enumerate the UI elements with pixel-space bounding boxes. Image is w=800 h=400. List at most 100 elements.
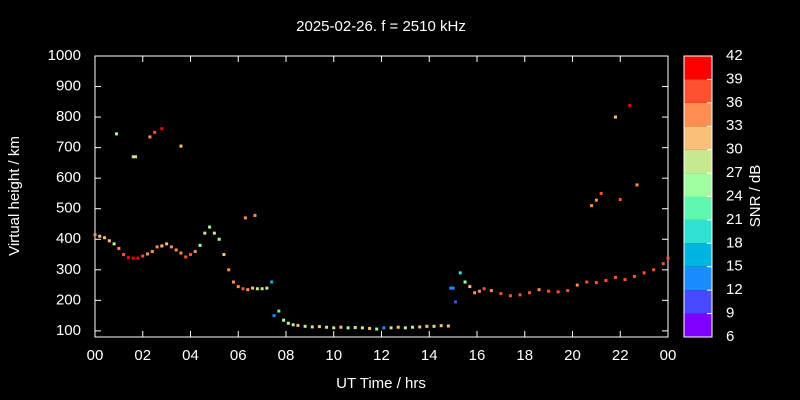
- point: [446, 324, 450, 328]
- point: [432, 324, 436, 328]
- colorbar-band: [684, 313, 712, 337]
- point: [236, 285, 240, 289]
- x-tick-label: 22: [612, 347, 629, 364]
- x-tick-label: 16: [469, 347, 486, 364]
- point: [260, 287, 264, 291]
- point: [303, 324, 307, 328]
- point: [396, 325, 400, 329]
- point: [198, 243, 202, 247]
- point: [122, 253, 126, 257]
- colorbar-tick-label: 9: [726, 305, 734, 322]
- point: [160, 127, 164, 131]
- colorbar-tick-label: 15: [726, 258, 743, 275]
- point: [277, 309, 281, 313]
- point: [590, 204, 594, 208]
- point: [103, 236, 107, 240]
- point: [661, 262, 665, 266]
- colorbar-tick-label: 30: [726, 141, 743, 158]
- colorbar-label: SNR / dB: [747, 165, 764, 228]
- point: [613, 115, 617, 119]
- point: [489, 289, 493, 293]
- point: [222, 253, 226, 257]
- x-axis-label: UT Time / hrs: [336, 375, 426, 392]
- point: [114, 132, 118, 136]
- point: [286, 321, 290, 325]
- colorbar-tick-label: 36: [726, 94, 743, 111]
- point: [217, 237, 221, 241]
- point: [368, 326, 372, 330]
- x-tick-label: 00: [87, 347, 104, 364]
- point: [599, 191, 603, 195]
- colorbar-tick-label: 33: [726, 117, 743, 134]
- point: [131, 155, 135, 159]
- point: [537, 288, 541, 292]
- point: [635, 183, 639, 187]
- x-tick-label: 06: [230, 347, 247, 364]
- point: [253, 213, 257, 217]
- x-tick-label: 08: [278, 347, 295, 364]
- point: [618, 198, 622, 202]
- point: [134, 155, 138, 159]
- point: [375, 327, 379, 331]
- y-tick-label: 900: [56, 78, 81, 95]
- point: [575, 283, 579, 287]
- point: [208, 225, 212, 229]
- point: [148, 135, 152, 139]
- point: [270, 280, 274, 284]
- colorbar-band: [684, 219, 712, 244]
- x-tick-label: 20: [564, 347, 581, 364]
- point: [150, 249, 154, 253]
- colorbar-band: [684, 266, 712, 291]
- point: [454, 300, 458, 304]
- point: [227, 268, 231, 272]
- colorbar-band: [684, 102, 712, 127]
- colorbar-tick-label: 24: [726, 187, 743, 204]
- point: [463, 280, 467, 284]
- point: [585, 280, 589, 284]
- colorbar-tick-label: 12: [726, 281, 743, 298]
- x-tick-label: 18: [516, 347, 533, 364]
- point: [425, 324, 429, 328]
- colorbar-tick-label: 18: [726, 234, 743, 251]
- colorbar-tick-label: 27: [726, 164, 743, 181]
- colorbar-tick-label: 39: [726, 70, 743, 87]
- point: [623, 278, 627, 282]
- point: [251, 286, 255, 290]
- point: [272, 314, 276, 318]
- point: [189, 253, 192, 257]
- point: [179, 144, 183, 148]
- x-tick-label: 00: [660, 347, 677, 364]
- point: [556, 290, 560, 294]
- point: [451, 286, 455, 290]
- point: [98, 234, 102, 238]
- point: [666, 256, 670, 260]
- colorbar-band: [684, 196, 712, 220]
- x-tick-label: 14: [421, 347, 438, 364]
- point: [360, 326, 364, 330]
- point: [468, 285, 472, 289]
- point: [141, 254, 145, 258]
- point: [642, 271, 646, 275]
- y-tick-label: 100: [56, 322, 81, 339]
- y-tick-label: 1000: [48, 47, 81, 64]
- point: [155, 245, 159, 249]
- y-tick-label: 800: [56, 108, 81, 125]
- point: [508, 294, 512, 298]
- point: [604, 278, 608, 282]
- point: [594, 198, 598, 202]
- point: [165, 242, 169, 246]
- point: [265, 286, 269, 290]
- point: [93, 233, 97, 237]
- point: [633, 275, 637, 279]
- point: [473, 291, 477, 295]
- point: [518, 293, 522, 297]
- y-tick-label: 700: [56, 139, 81, 156]
- point: [112, 242, 116, 246]
- y-tick-label: 200: [56, 291, 81, 308]
- point: [628, 103, 632, 107]
- point: [449, 286, 453, 290]
- chart-title: 2025-02-26. f = 2510 kHz: [296, 18, 466, 35]
- point: [255, 287, 259, 291]
